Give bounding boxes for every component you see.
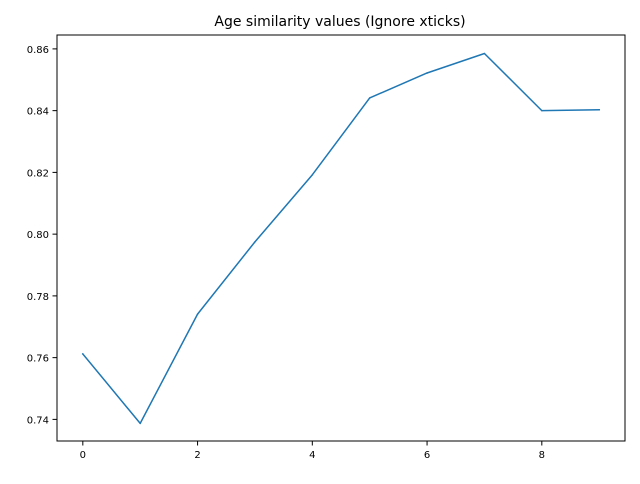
- x-tick-label: 2: [194, 450, 200, 461]
- chart-title: Age similarity values (Ignore xticks): [214, 14, 465, 30]
- data-point: [311, 174, 314, 176]
- y-tick-label: 0.84: [27, 107, 49, 118]
- data-point: [254, 241, 256, 243]
- data-point: [598, 108, 600, 111]
- data-point: [368, 97, 371, 99]
- y-tick-label: 0.86: [27, 45, 49, 56]
- y-tick-label: 0.74: [27, 415, 49, 426]
- x-tick-label: 0: [80, 450, 86, 461]
- series-line: [81, 52, 600, 425]
- x-tick-label: 6: [424, 450, 430, 461]
- x-tick-label: 4: [309, 450, 315, 461]
- y-tick-label: 0.80: [27, 230, 49, 241]
- series-layer: [81, 52, 600, 425]
- data-point: [541, 109, 543, 112]
- y-tick-label: 0.76: [27, 354, 49, 365]
- y-axis-ticks: 0.74 0.76 0.78 0.80 0.82 0.84 0.86: [27, 45, 57, 426]
- data-point: [82, 353, 84, 355]
- data-point: [196, 313, 199, 315]
- y-tick-label: 0.78: [27, 292, 49, 303]
- y-tick-label: 0.82: [27, 168, 49, 179]
- x-tick-label: 8: [539, 450, 545, 461]
- data-point: [483, 52, 486, 55]
- x-axis-ticks: 0 2 4 6 8: [80, 441, 545, 461]
- data-point: [139, 422, 141, 425]
- data-point: [426, 72, 428, 74]
- plot-frame: [56, 34, 626, 442]
